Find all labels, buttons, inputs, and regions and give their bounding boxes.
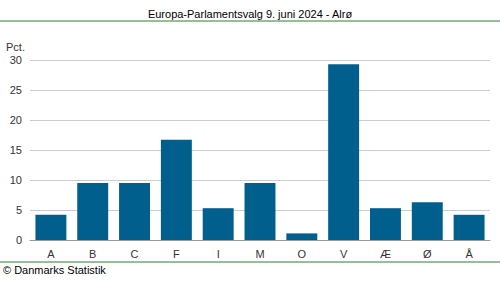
svg-text:5: 5 [16, 204, 22, 216]
svg-text:I: I [217, 248, 220, 260]
svg-text:10: 10 [10, 174, 22, 186]
svg-text:0: 0 [16, 234, 22, 246]
svg-text:Ø: Ø [423, 248, 432, 260]
svg-text:A: A [47, 248, 55, 260]
svg-text:F: F [173, 248, 180, 260]
svg-text:© Danmarks Statistik: © Danmarks Statistik [3, 264, 106, 276]
svg-text:V: V [340, 248, 348, 260]
svg-text:Å: Å [465, 248, 473, 260]
svg-text:B: B [89, 248, 96, 260]
svg-text:Pct.: Pct. [6, 41, 25, 53]
svg-text:25: 25 [10, 84, 22, 96]
svg-text:Æ: Æ [380, 248, 391, 260]
svg-text:20: 20 [10, 114, 22, 126]
svg-text:O: O [298, 248, 307, 260]
svg-text:Europa-Parlamentsvalg 9. juni: Europa-Parlamentsvalg 9. juni 2024 - Alr… [148, 8, 352, 20]
svg-text:30: 30 [10, 54, 22, 66]
svg-text:C: C [131, 248, 139, 260]
svg-text:15: 15 [10, 144, 22, 156]
svg-text:M: M [255, 248, 264, 260]
